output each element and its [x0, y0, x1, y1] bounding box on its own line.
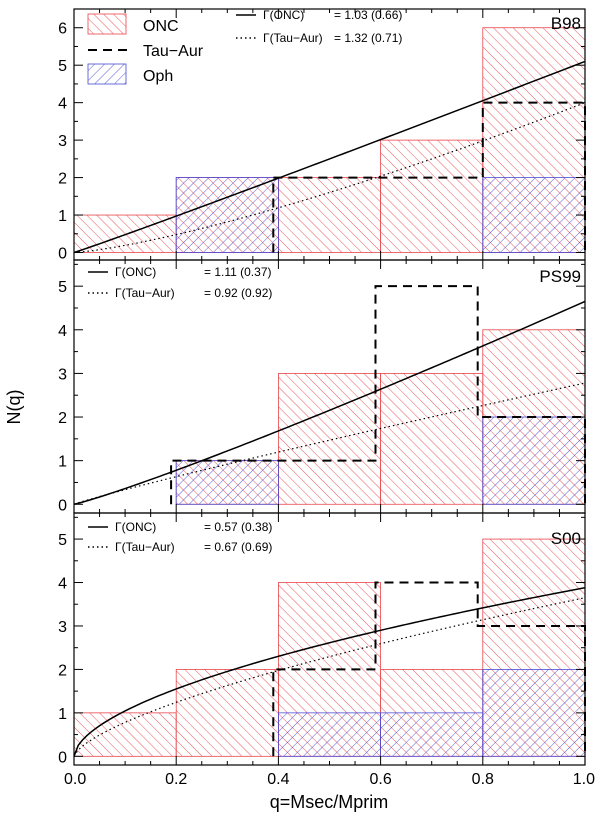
- x-tick-label: 1.0: [573, 771, 595, 788]
- oph-bar: [175, 460, 279, 505]
- y-tick-label: 6: [58, 21, 67, 38]
- y-tick-label: 0: [58, 246, 67, 263]
- onc-bar: [175, 669, 279, 757]
- legend-swatch-oph: [87, 63, 127, 85]
- y-tick-label: 0: [58, 497, 67, 514]
- oph-bar: [482, 669, 586, 757]
- y-tick-label: 5: [58, 532, 67, 549]
- oph-bar: [380, 712, 484, 757]
- tau-aur-fit-curve: [73, 597, 586, 757]
- panel-label: S00: [551, 529, 581, 548]
- fit-legend-value: = 0.67 (0.69): [204, 540, 272, 554]
- y-tick-label: 5: [58, 279, 67, 296]
- y-tick-label: 1: [58, 454, 67, 471]
- y-tick-label: 3: [58, 366, 67, 383]
- panel-s00: 0 1 2 3 4 5 0.0 0.2 0.4 0.6 0.8 1.0 S00 Γ(ONC) = 0.57 …: [58, 512, 595, 788]
- fit-legend-label: Γ(Tau−Aur): [115, 286, 175, 300]
- onc-fit-curve: [73, 60, 586, 254]
- x-tick-label: 0.8: [472, 771, 494, 788]
- tau-aur-fit-curve: [73, 102, 586, 254]
- fit-legend-label: Γ(Tau−Aur): [263, 31, 323, 45]
- panel-ps99: 0 1 2 3 4 5 PS99 Γ(ONC) = 1.11 (0.37) Γ(Tau−Aur) =…: [58, 259, 586, 514]
- panel-b98: 0 1 2 3 4 5 6 B98 Γ(ONC) = 1.03 (0.66) Γ(Tau−Aur) =…: [58, 8, 586, 263]
- legend-label-onc: ONC: [143, 18, 179, 35]
- fit-legend-value: = 1.03 (0.66): [334, 8, 402, 22]
- y-tick-label: 0: [58, 749, 67, 766]
- onc-bar: [73, 712, 177, 757]
- y-tick-label: 1: [58, 706, 67, 723]
- fit-legend-value: = 0.57 (0.38): [204, 520, 272, 534]
- y-tick-label: 3: [58, 133, 67, 150]
- oph-bar: [277, 712, 381, 757]
- y-tick-label: 5: [58, 58, 67, 75]
- x-axis-label: q=Msec/Mprim: [270, 792, 389, 812]
- fit-legend-label: Γ(ONC): [263, 8, 304, 22]
- y-tick-label: 1: [58, 208, 67, 225]
- y-tick-label: 4: [58, 323, 67, 340]
- tau-aur-histogram: [272, 581, 586, 757]
- tau-aur-histogram: [170, 285, 586, 505]
- oph-bar: [482, 416, 586, 505]
- fit-legend-label: Γ(ONC): [115, 265, 156, 279]
- legend-label-oph: Oph: [143, 68, 173, 85]
- onc-fit-curve: [73, 586, 586, 757]
- legend: ONC Tau−Aur Oph: [87, 13, 204, 85]
- x-tick-label: 0.6: [369, 771, 391, 788]
- x-tick-label: 0.4: [267, 771, 289, 788]
- x-tick-label: 0.2: [165, 771, 187, 788]
- fit-legend-label: Γ(ONC): [115, 520, 156, 534]
- onc-bar: [277, 373, 381, 505]
- fit-legend-value: = 0.92 (0.92): [204, 286, 272, 300]
- y-tick-label: 2: [58, 410, 67, 427]
- onc-bar: [380, 139, 484, 253]
- y-axis-label: N(q): [4, 390, 24, 425]
- panel-label: B98: [551, 14, 581, 33]
- x-tick-label: 0.0: [64, 771, 86, 788]
- y-tick-label: 2: [58, 662, 67, 679]
- y-tick-label: 3: [58, 619, 67, 636]
- fit-legend-label: Γ(Tau−Aur): [115, 540, 175, 554]
- oph-bar: [482, 177, 586, 253]
- y-tick-label: 4: [58, 576, 67, 593]
- panel-label: PS99: [539, 267, 581, 286]
- onc-bar: [380, 373, 484, 505]
- onc-fit-curve: [73, 300, 586, 506]
- panels: 0 1 2 3 4 5 6 B98 Γ(ONC) = 1.03 (0.66) Γ(Tau−Aur) =…: [58, 8, 595, 788]
- legend-swatch-onc: [87, 13, 127, 35]
- fit-legend-value: = 1.32 (0.71): [334, 31, 402, 45]
- fit-legend-value: = 1.11 (0.37): [204, 265, 272, 279]
- oph-bar: [175, 177, 279, 253]
- y-tick-label: 4: [58, 96, 67, 113]
- legend-label-tau: Tau−Aur: [143, 43, 204, 60]
- onc-bar: [277, 177, 381, 253]
- y-tick-label: 2: [58, 171, 67, 188]
